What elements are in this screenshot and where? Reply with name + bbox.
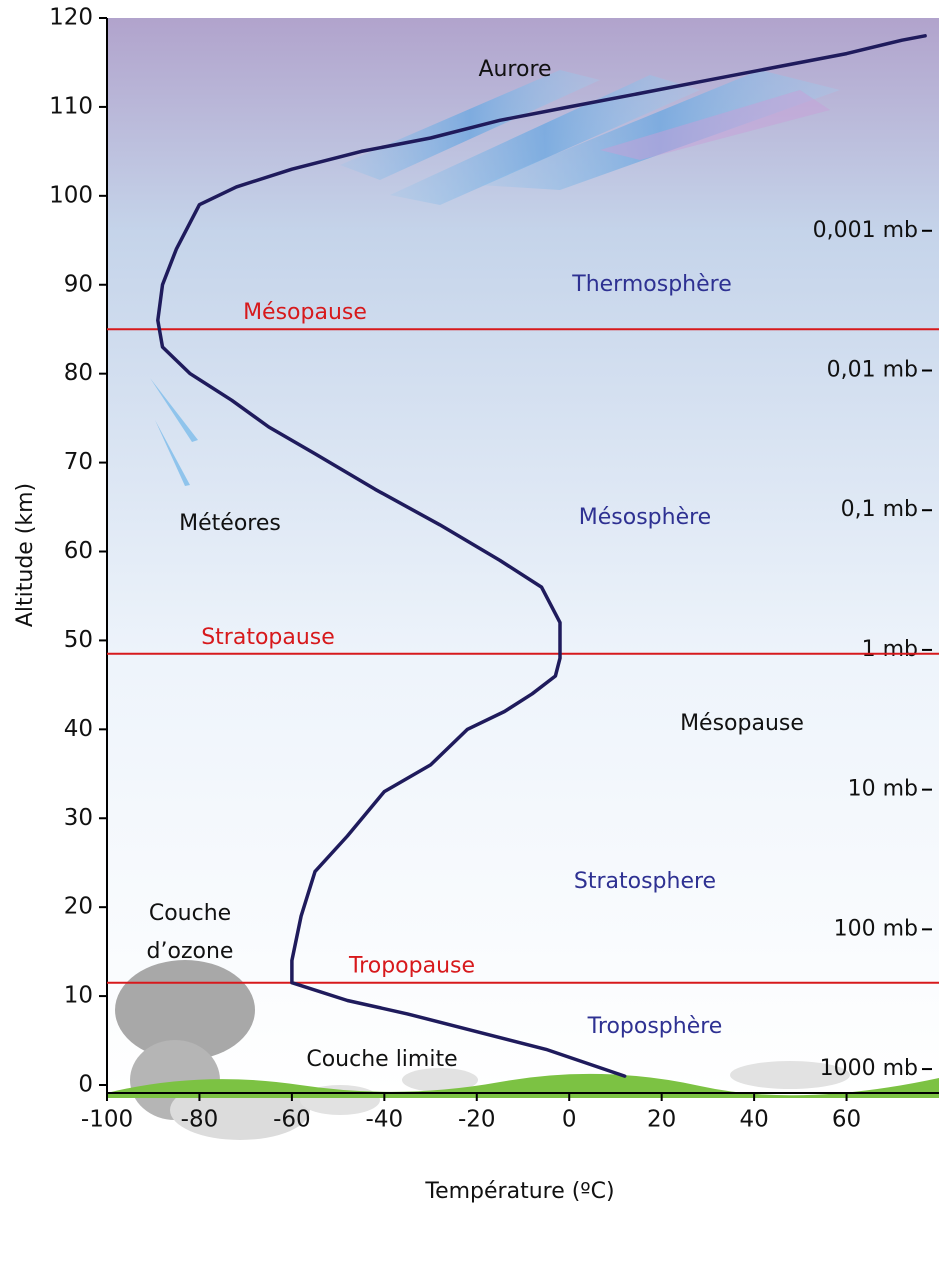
- annotation: d’ozone: [147, 939, 234, 964]
- x-tick-label: 60: [832, 1107, 861, 1133]
- y2-tick-label: 100 mb: [834, 916, 918, 941]
- x-tick-label: 40: [739, 1107, 768, 1133]
- x-tick-label: 0: [562, 1107, 577, 1133]
- annotation: Aurore: [478, 57, 551, 82]
- y-tick-label: 80: [64, 360, 93, 386]
- y-tick-label: 40: [64, 716, 93, 742]
- y2-tick-label: 1 mb: [862, 637, 918, 662]
- x-tick-label: -40: [366, 1107, 404, 1133]
- y-tick-label: 120: [49, 5, 93, 31]
- y2-tick-label: 0,001 mb: [813, 218, 918, 243]
- y-tick-label: 20: [64, 894, 93, 920]
- y-tick-label: 60: [64, 538, 93, 564]
- y-tick-label: 100: [49, 182, 93, 208]
- x-axis-label: Température (ºC): [424, 1179, 614, 1204]
- y2-tick-label: 1000 mb: [820, 1056, 918, 1081]
- y-tick-label: 30: [64, 805, 93, 831]
- y2-tick-label: 10 mb: [848, 777, 918, 802]
- annotation: Troposphère: [587, 1014, 723, 1039]
- boundary-label: Tropopause: [348, 954, 475, 979]
- boundary-label: Mésopause: [243, 300, 367, 325]
- annotation: Couche: [149, 901, 231, 926]
- temperature-profile: [156, 34, 927, 1078]
- annotation: Mésopause: [680, 711, 804, 736]
- y-tick-label: 0: [78, 1072, 93, 1098]
- boundary-label: Stratopause: [201, 625, 335, 650]
- x-tick-label: -100: [81, 1107, 133, 1133]
- meteors: [150, 378, 198, 486]
- ground: [107, 1073, 939, 1098]
- annotation: Météores: [179, 511, 281, 536]
- annotation: Couche limite: [306, 1047, 457, 1072]
- sky-background: [107, 18, 939, 1093]
- y-tick-label: 50: [64, 627, 93, 653]
- annotation: Thermosphère: [571, 272, 731, 297]
- y-tick-label: 70: [64, 449, 93, 475]
- x-tick-label: -80: [181, 1107, 219, 1133]
- y-tick-label: 10: [64, 983, 93, 1009]
- y-tick-label: 90: [64, 271, 93, 297]
- annotation: Mésosphère: [579, 505, 711, 530]
- x-tick-label: -60: [273, 1107, 311, 1133]
- x-tick-label: -20: [458, 1107, 496, 1133]
- y2-tick-label: 0,1 mb: [841, 497, 918, 522]
- y-axis-label: Altitude (km): [13, 483, 38, 627]
- annotation: Stratosphere: [574, 869, 716, 894]
- y2-tick-label: 0,01 mb: [827, 357, 918, 382]
- aurora: [340, 70, 840, 205]
- x-tick-label: 20: [647, 1107, 676, 1133]
- y-tick-label: 110: [49, 93, 93, 119]
